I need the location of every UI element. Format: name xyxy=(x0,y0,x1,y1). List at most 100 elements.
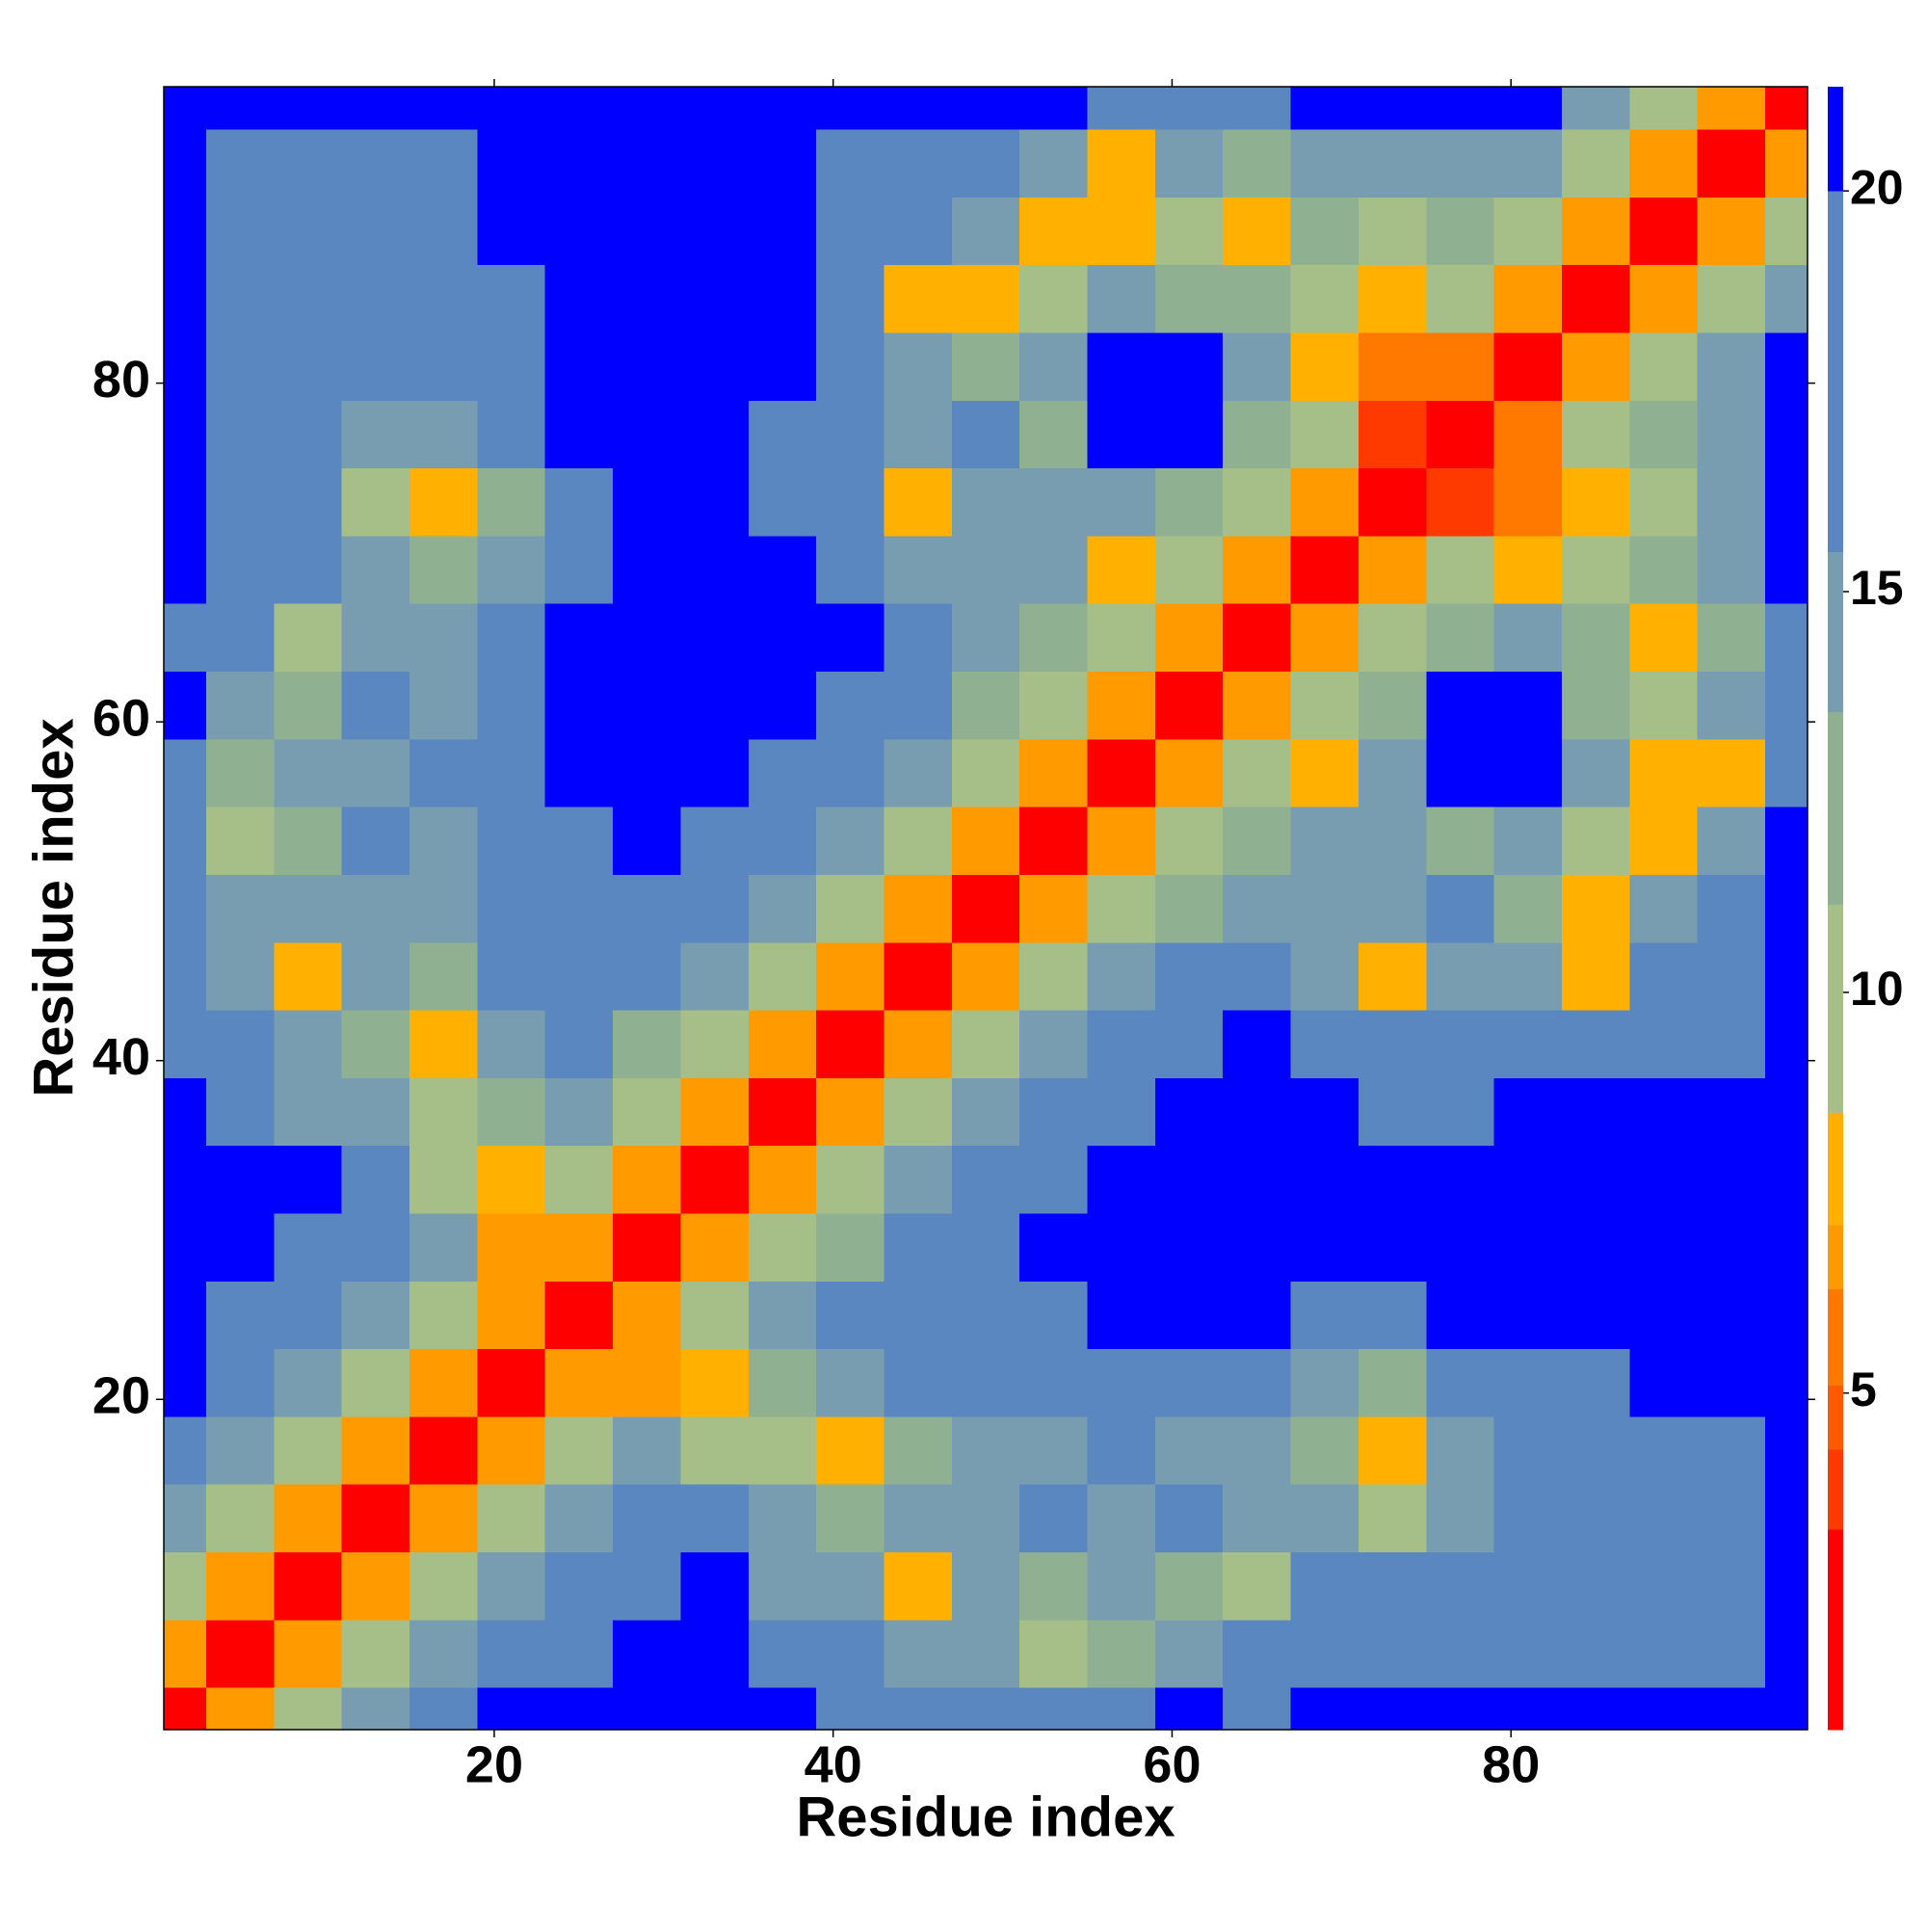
heatmap-cell xyxy=(1629,1212,1699,1282)
heatmap-cell xyxy=(477,671,546,740)
heatmap-cell xyxy=(884,1348,953,1417)
heatmap-cell xyxy=(1561,400,1630,469)
heatmap-cell xyxy=(205,603,275,673)
heatmap-cell xyxy=(409,1281,478,1350)
y-tick-label: 40 xyxy=(92,1028,150,1086)
heatmap-cell xyxy=(1358,603,1427,673)
heatmap-cell xyxy=(884,87,953,130)
heatmap-cell xyxy=(1223,1619,1292,1688)
heatmap-cell xyxy=(274,671,343,740)
heatmap-cell xyxy=(1087,874,1156,943)
heatmap-cell xyxy=(1087,1009,1156,1078)
colorbar-band xyxy=(1828,711,1843,905)
heatmap-cell xyxy=(205,874,275,943)
heatmap-cell xyxy=(1223,1077,1292,1147)
heatmap-cell xyxy=(1358,1416,1427,1485)
heatmap-cell xyxy=(1223,1009,1292,1078)
heatmap-cell xyxy=(1290,264,1359,333)
heatmap-cell xyxy=(1154,264,1224,333)
heatmap-cell xyxy=(274,1077,343,1147)
heatmap-cell xyxy=(1290,1619,1359,1688)
heatmap-cell xyxy=(274,400,343,469)
heatmap-cell xyxy=(477,400,546,469)
heatmap-cell xyxy=(164,1484,207,1553)
heatmap-cell xyxy=(951,87,1020,130)
heatmap-cell xyxy=(409,1145,478,1214)
heatmap-cell xyxy=(1087,1077,1156,1147)
heatmap-cell xyxy=(205,1348,275,1417)
heatmap-cell xyxy=(164,1077,207,1147)
heatmap-cell xyxy=(816,603,885,673)
heatmap-cell xyxy=(1697,535,1766,604)
heatmap-cell xyxy=(341,128,410,198)
heatmap-cell xyxy=(1697,738,1766,807)
heatmap-cell xyxy=(1290,1009,1359,1078)
heatmap-cell xyxy=(951,874,1020,943)
heatmap-cell xyxy=(1697,400,1766,469)
heatmap-cell xyxy=(1561,807,1630,875)
heatmap-cell xyxy=(164,1009,207,1078)
heatmap-cell xyxy=(1697,1687,1766,1730)
x-tick-label: 60 xyxy=(1143,1735,1201,1793)
heatmap-cell xyxy=(1358,1212,1427,1282)
heatmap-cell xyxy=(1629,874,1699,943)
heatmap-cell xyxy=(951,1687,1020,1730)
colorbar-band xyxy=(1828,551,1843,713)
heatmap-cell xyxy=(884,535,953,604)
heatmap-cell xyxy=(748,941,817,1011)
heatmap xyxy=(164,87,1808,1730)
heatmap-cell xyxy=(1087,807,1156,875)
heatmap-cell xyxy=(1697,1484,1766,1553)
heatmap-cell xyxy=(341,400,410,469)
heatmap-cell xyxy=(1019,1145,1089,1214)
heatmap-cell xyxy=(1019,1281,1089,1350)
heatmap-cell xyxy=(1765,1009,1808,1078)
heatmap-cell xyxy=(1223,264,1292,333)
heatmap-cell xyxy=(1087,1687,1156,1730)
heatmap-cell xyxy=(409,1416,478,1485)
heatmap-cell xyxy=(1629,1281,1699,1350)
heatmap-cell xyxy=(164,1145,207,1214)
heatmap-cell xyxy=(1154,1551,1224,1621)
heatmap-cell xyxy=(1290,197,1359,266)
heatmap-cell xyxy=(409,1077,478,1147)
heatmap-cell xyxy=(1765,738,1808,807)
heatmap-cell xyxy=(1290,1077,1359,1147)
heatmap-cell xyxy=(1493,1619,1563,1688)
heatmap-cell xyxy=(274,331,343,401)
heatmap-cell xyxy=(341,1145,410,1214)
heatmap-cell xyxy=(1629,400,1699,469)
heatmap-cell xyxy=(1765,1348,1808,1417)
heatmap-cell xyxy=(544,738,614,807)
heatmap-cell xyxy=(748,535,817,604)
heatmap-cell xyxy=(951,400,1020,469)
heatmap-cell xyxy=(1561,1009,1630,1078)
heatmap-cell xyxy=(748,264,817,333)
heatmap-cell xyxy=(477,1619,546,1688)
colorbar: 5 10 15 20 xyxy=(1828,87,1904,1731)
heatmap-cell xyxy=(816,1009,885,1078)
heatmap-cell xyxy=(1358,941,1427,1011)
heatmap-cell xyxy=(409,1687,478,1730)
heatmap-cell xyxy=(1561,264,1630,333)
heatmap-cell xyxy=(748,87,817,130)
heatmap-cell xyxy=(409,1551,478,1621)
heatmap-cell xyxy=(1426,1009,1495,1078)
heatmap-cell xyxy=(477,264,546,333)
heatmap-cell xyxy=(477,1348,546,1417)
heatmap-cell xyxy=(164,1281,207,1350)
heatmap-cell xyxy=(1019,264,1089,333)
heatmap-cell xyxy=(409,874,478,943)
heatmap-cell xyxy=(816,1416,885,1485)
heatmap-cell xyxy=(1493,467,1563,537)
heatmap-cell xyxy=(477,128,546,198)
heatmap-cell xyxy=(613,331,682,401)
heatmap-cell xyxy=(816,1212,885,1282)
y-axis-title: Residue index xyxy=(22,718,85,1097)
heatmap-cell xyxy=(164,738,207,807)
heatmap-cell xyxy=(680,1416,750,1485)
heatmap-cell xyxy=(1358,1009,1427,1078)
heatmap-cell xyxy=(1087,87,1156,130)
heatmap-cell xyxy=(613,1281,682,1350)
heatmap-cell xyxy=(274,874,343,943)
